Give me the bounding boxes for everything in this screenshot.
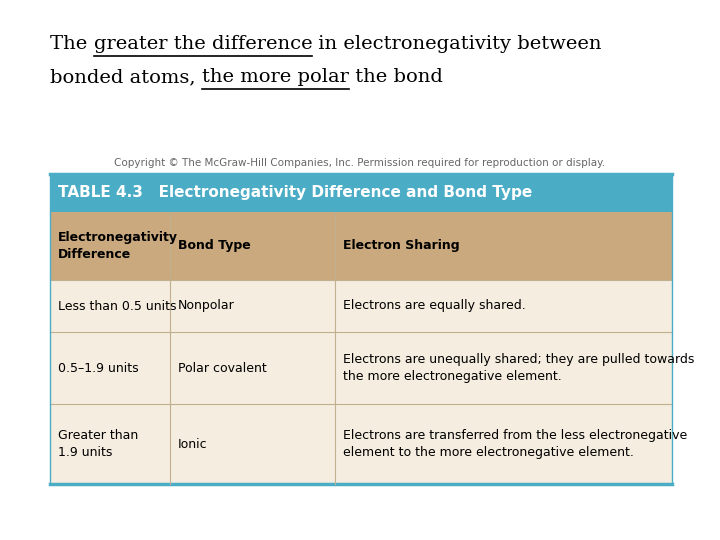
Text: Electron Sharing: Electron Sharing	[343, 240, 459, 253]
Text: Electrons are equally shared.: Electrons are equally shared.	[343, 300, 526, 313]
Text: Electrons are transferred from the less electronegative
element to the more elec: Electrons are transferred from the less …	[343, 429, 688, 459]
Text: The: The	[50, 35, 94, 53]
Bar	[50, 280, 672, 332]
Text: Polar covalent: Polar covalent	[178, 361, 266, 375]
Text: Bond Type: Bond Type	[178, 240, 251, 253]
Text: the more polar: the more polar	[202, 68, 348, 86]
Text: Electrons are unequally shared; they are pulled towards
the more electronegative: Electrons are unequally shared; they are…	[343, 353, 694, 383]
Bar	[50, 212, 672, 280]
Text: Ionic: Ionic	[178, 437, 207, 450]
Text: Nonpolar: Nonpolar	[178, 300, 235, 313]
Text: Less than 0.5 units: Less than 0.5 units	[58, 300, 176, 313]
Text: Copyright © The McGraw-Hill Companies, Inc. Permission required for reproduction: Copyright © The McGraw-Hill Companies, I…	[114, 158, 606, 168]
Bar	[50, 404, 672, 484]
Text: Greater than
1.9 units: Greater than 1.9 units	[58, 429, 138, 459]
Text: 0.5–1.9 units: 0.5–1.9 units	[58, 361, 139, 375]
Text: the bond: the bond	[348, 68, 443, 86]
Bar	[50, 174, 672, 212]
Text: bonded atoms,: bonded atoms,	[50, 68, 202, 86]
Text: greater the difference: greater the difference	[94, 35, 312, 53]
Text: TABLE 4.3   Electronegativity Difference and Bond Type: TABLE 4.3 Electronegativity Difference a…	[58, 186, 532, 200]
Text: in electronegativity between: in electronegativity between	[312, 35, 602, 53]
Bar	[50, 332, 672, 404]
Text: Electronegativity
Difference: Electronegativity Difference	[58, 231, 178, 261]
